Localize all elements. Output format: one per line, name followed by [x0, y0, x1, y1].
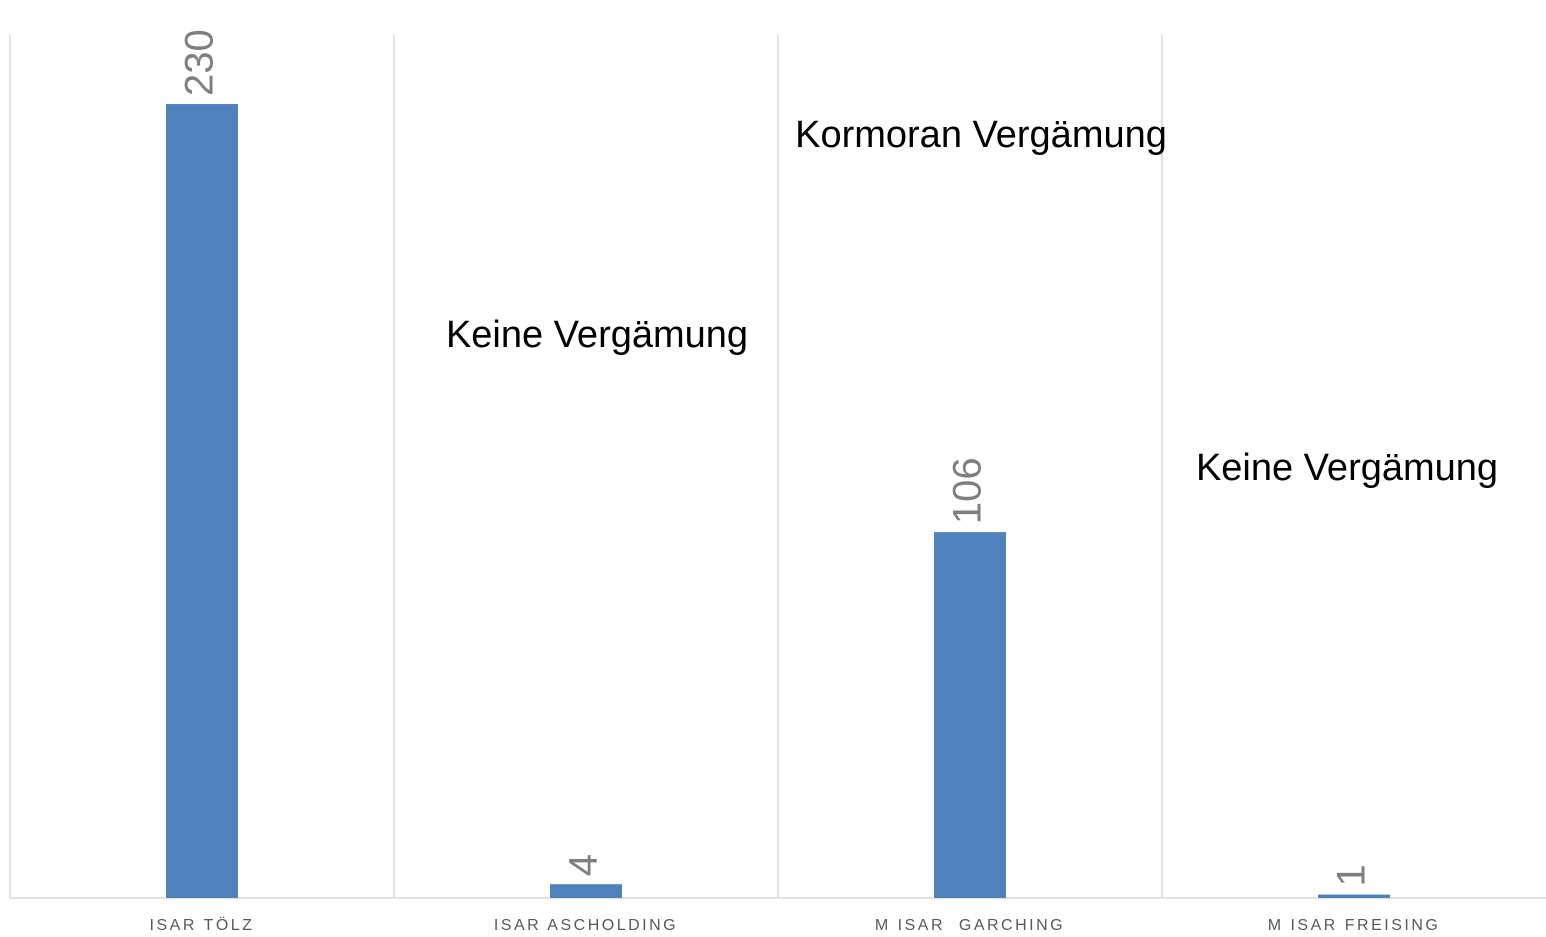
data-label: 4 — [562, 854, 606, 876]
x-tick-label: ISAR ASCHOLDING — [494, 917, 678, 934]
x-tick-label: ISAR TÖLZ — [150, 916, 255, 934]
data-label: 106 — [946, 457, 990, 524]
annotation: Keine Vergämung — [446, 314, 748, 356]
data-label: 230 — [178, 29, 222, 96]
bar — [550, 884, 622, 898]
annotation: Keine Vergämung — [1196, 447, 1498, 489]
bar — [1318, 894, 1390, 898]
x-tick-label: M ISAR GARCHING — [875, 917, 1065, 934]
annotation: Kormoran Vergämung — [795, 114, 1167, 156]
data-label: 1 — [1330, 864, 1374, 886]
x-tick-label: M ISAR FREISING — [1268, 917, 1441, 934]
bar — [166, 104, 238, 899]
bar — [934, 532, 1006, 898]
